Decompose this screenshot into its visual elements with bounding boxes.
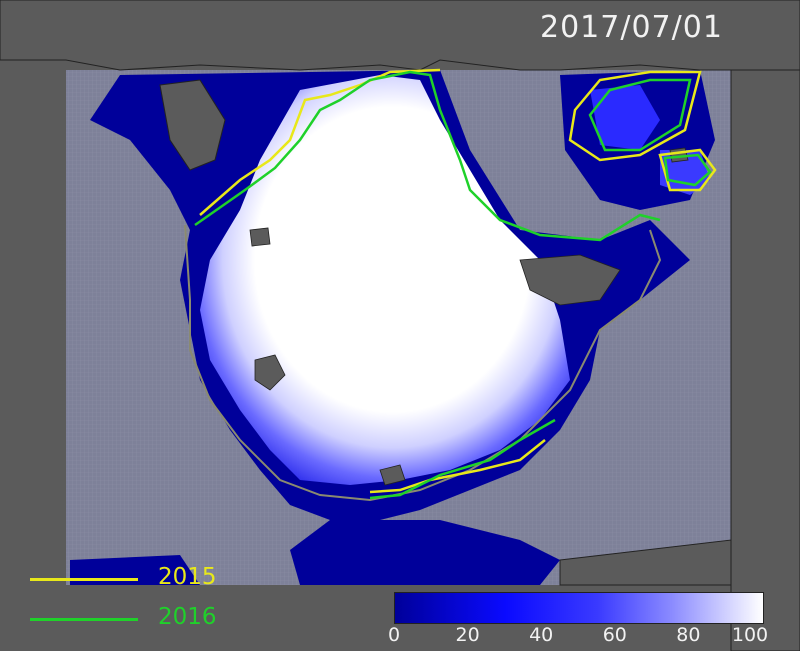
colorbar — [394, 592, 764, 624]
colorbar-tick-0: 0 — [387, 624, 401, 646]
island — [519, 254, 621, 306]
landmass-east — [730, 69, 800, 651]
colorbar-tick-80: 80 — [676, 624, 701, 646]
island — [254, 354, 286, 391]
date-label: 2017/07/01 — [540, 10, 723, 45]
legend-item-2016: 2016 — [30, 604, 240, 634]
colorbar-tick-40: 40 — [529, 624, 554, 646]
colorbar-gradient — [395, 593, 763, 623]
sea-ice-pack — [200, 75, 570, 485]
colorbar-tick-60: 60 — [602, 624, 627, 646]
colorbar-tick-100: 100 — [731, 624, 769, 646]
landmass-west-peninsula — [159, 79, 226, 171]
legend-item-2015: 2015 — [30, 564, 240, 594]
ocean-south — [290, 520, 560, 585]
colorbar-tick-20: 20 — [455, 624, 480, 646]
legend-line-2016 — [30, 618, 138, 621]
legend-label-2016: 2016 — [158, 604, 217, 630]
ocean-southwest — [70, 555, 200, 585]
legend-line-2015 — [30, 578, 138, 581]
colorbar-ticks: 0 20 40 60 80 100 — [388, 624, 768, 648]
island — [379, 464, 406, 486]
ice-edge-2015 — [199, 68, 717, 494]
legend-label-2015: 2015 — [158, 564, 217, 590]
sea-ice-bay-east — [590, 85, 660, 150]
island — [249, 227, 271, 247]
landmass-south-east — [559, 539, 732, 586]
ice-edge-2016 — [194, 70, 712, 500]
